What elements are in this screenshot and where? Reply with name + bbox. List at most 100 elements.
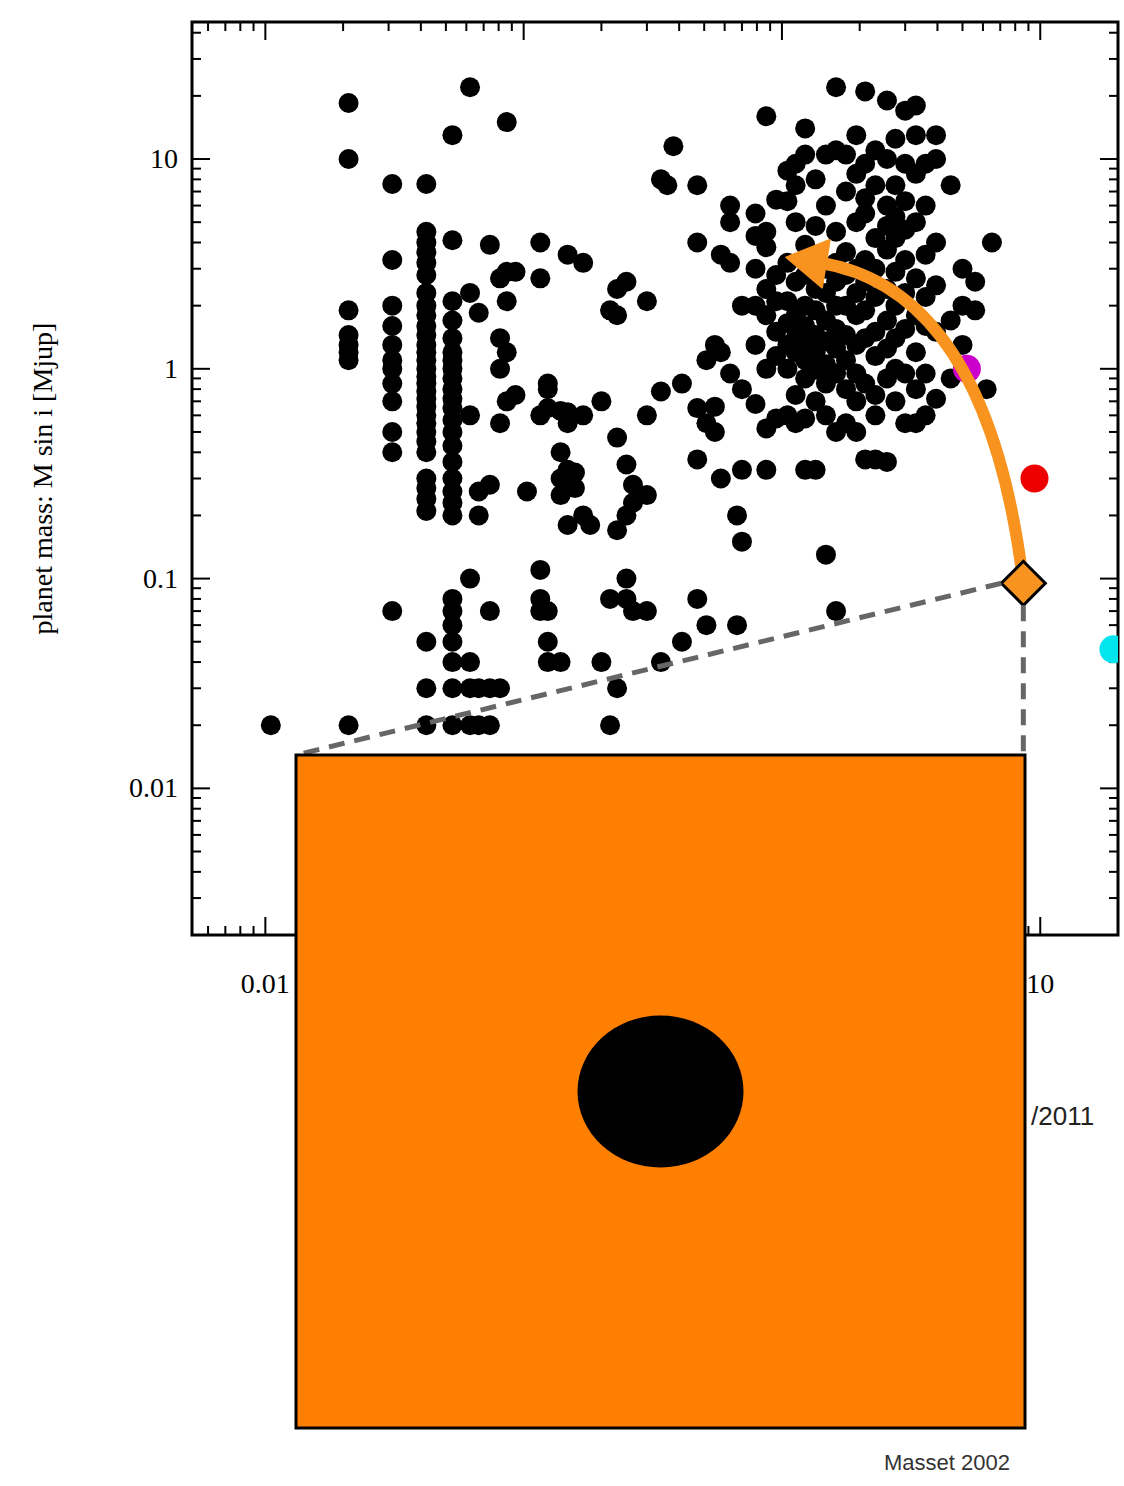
series-2 bbox=[1020, 465, 1048, 493]
y-tick-right bbox=[1109, 95, 1118, 97]
inset-caption: Masset 2002 bbox=[884, 1450, 1010, 1475]
y-tick bbox=[192, 268, 201, 270]
x-tick-top bbox=[756, 22, 758, 31]
y-tick-right bbox=[1109, 191, 1118, 193]
exoplanet-point bbox=[965, 300, 985, 320]
exoplanet-point bbox=[382, 391, 402, 411]
x-tick-top bbox=[1117, 22, 1119, 31]
exoplanet-point bbox=[607, 428, 627, 448]
x-tick bbox=[1117, 926, 1119, 935]
inset bbox=[296, 755, 1025, 1428]
exoplanet-point bbox=[530, 233, 550, 253]
planet-point bbox=[1099, 635, 1118, 663]
exoplanet-point bbox=[720, 253, 740, 273]
exoplanet-point bbox=[926, 233, 946, 253]
exoplanet-point bbox=[786, 212, 806, 232]
exoplanet-point bbox=[442, 125, 462, 145]
exoplanet-point bbox=[816, 405, 836, 425]
exoplanet-point bbox=[460, 283, 480, 303]
y-tick bbox=[192, 724, 201, 726]
exoplanet-point bbox=[836, 182, 856, 202]
exoplanet-point bbox=[442, 310, 462, 330]
exoplanet-point bbox=[538, 601, 558, 621]
exoplanet-point bbox=[941, 175, 961, 195]
exoplanet-point bbox=[607, 305, 627, 325]
exoplanet-point bbox=[517, 482, 537, 502]
exoplanet-point bbox=[497, 291, 517, 311]
exoplanet-point bbox=[732, 379, 752, 399]
exoplanet-point bbox=[711, 342, 731, 362]
exoplanet-point bbox=[816, 545, 836, 565]
exoplanet-point bbox=[806, 460, 826, 480]
x-tick bbox=[253, 926, 255, 935]
exoplanet-point bbox=[480, 235, 500, 255]
exoplanet-point bbox=[573, 253, 593, 273]
y-tick-right bbox=[1109, 478, 1118, 480]
x-tick bbox=[264, 917, 266, 935]
y-tick-right bbox=[1109, 724, 1118, 726]
exoplanet-point bbox=[637, 601, 657, 621]
exoplanet-point bbox=[506, 262, 526, 282]
inset-panel bbox=[296, 755, 1025, 1428]
x-tick-top bbox=[224, 22, 226, 31]
y-tick-right bbox=[1109, 598, 1118, 600]
exoplanet-point bbox=[746, 335, 766, 355]
exoplanet-point bbox=[826, 222, 846, 242]
exoplanet-point bbox=[846, 422, 866, 442]
y-tick-right bbox=[1109, 514, 1118, 516]
y-tick bbox=[192, 834, 201, 836]
exoplanet-point bbox=[490, 413, 510, 433]
x-tick bbox=[1027, 926, 1029, 935]
x-tick-top bbox=[264, 22, 266, 40]
exoplanet-point bbox=[469, 303, 489, 323]
y-tick bbox=[192, 851, 201, 853]
exoplanet-point bbox=[382, 422, 402, 442]
exoplanet-point bbox=[480, 601, 500, 621]
y-tick-right bbox=[1109, 624, 1118, 626]
exoplanet-point bbox=[696, 615, 716, 635]
x-tick-top bbox=[511, 22, 513, 31]
exoplanet-point bbox=[746, 259, 766, 279]
exoplanet-point bbox=[982, 233, 1002, 253]
y-axis-title: planet mass: M sin i [Mjup] bbox=[27, 323, 58, 635]
y-tick bbox=[192, 178, 201, 180]
exoplanet-point bbox=[530, 268, 550, 288]
y-tick-right bbox=[1109, 687, 1118, 689]
exoplanet-point bbox=[836, 242, 856, 262]
exoplanet-point bbox=[663, 136, 683, 156]
x-tick-top bbox=[239, 22, 241, 31]
exoplanet-point bbox=[637, 485, 657, 505]
exoplanet-point bbox=[672, 632, 692, 652]
y-tick-right bbox=[1109, 820, 1118, 822]
y-tick-right bbox=[1109, 851, 1118, 853]
exoplanet-point bbox=[672, 374, 692, 394]
exoplanet-point bbox=[885, 391, 905, 411]
y-tick-right bbox=[1109, 305, 1118, 307]
y-tick-label: 0.01 bbox=[129, 772, 178, 803]
exoplanet-point bbox=[442, 678, 462, 698]
y-tick bbox=[192, 451, 201, 453]
x-tick-top bbox=[904, 22, 906, 31]
x-tick bbox=[224, 926, 226, 935]
y-tick bbox=[192, 687, 201, 689]
exoplanet-point bbox=[657, 175, 677, 195]
arrow-head bbox=[786, 240, 829, 287]
exoplanet-point bbox=[637, 405, 657, 425]
planet-point bbox=[1020, 465, 1048, 493]
exoplanet-point bbox=[965, 272, 985, 292]
exoplanet-point bbox=[756, 460, 776, 480]
exoplanet-point bbox=[442, 291, 462, 311]
y-tick-right bbox=[1109, 797, 1118, 799]
series-4 bbox=[1001, 561, 1045, 605]
exoplanet-point bbox=[895, 191, 915, 211]
arrow bbox=[786, 240, 1023, 583]
y-tick-right bbox=[1109, 808, 1118, 810]
y-tick bbox=[192, 400, 201, 402]
exoplanet-point bbox=[382, 374, 402, 394]
y-tick bbox=[192, 808, 201, 810]
exoplanet-point bbox=[816, 196, 836, 216]
exoplanet-point bbox=[806, 169, 826, 189]
exoplanet-point bbox=[442, 230, 462, 250]
exoplanet-point bbox=[687, 233, 707, 253]
y-tick-right bbox=[1109, 414, 1118, 416]
